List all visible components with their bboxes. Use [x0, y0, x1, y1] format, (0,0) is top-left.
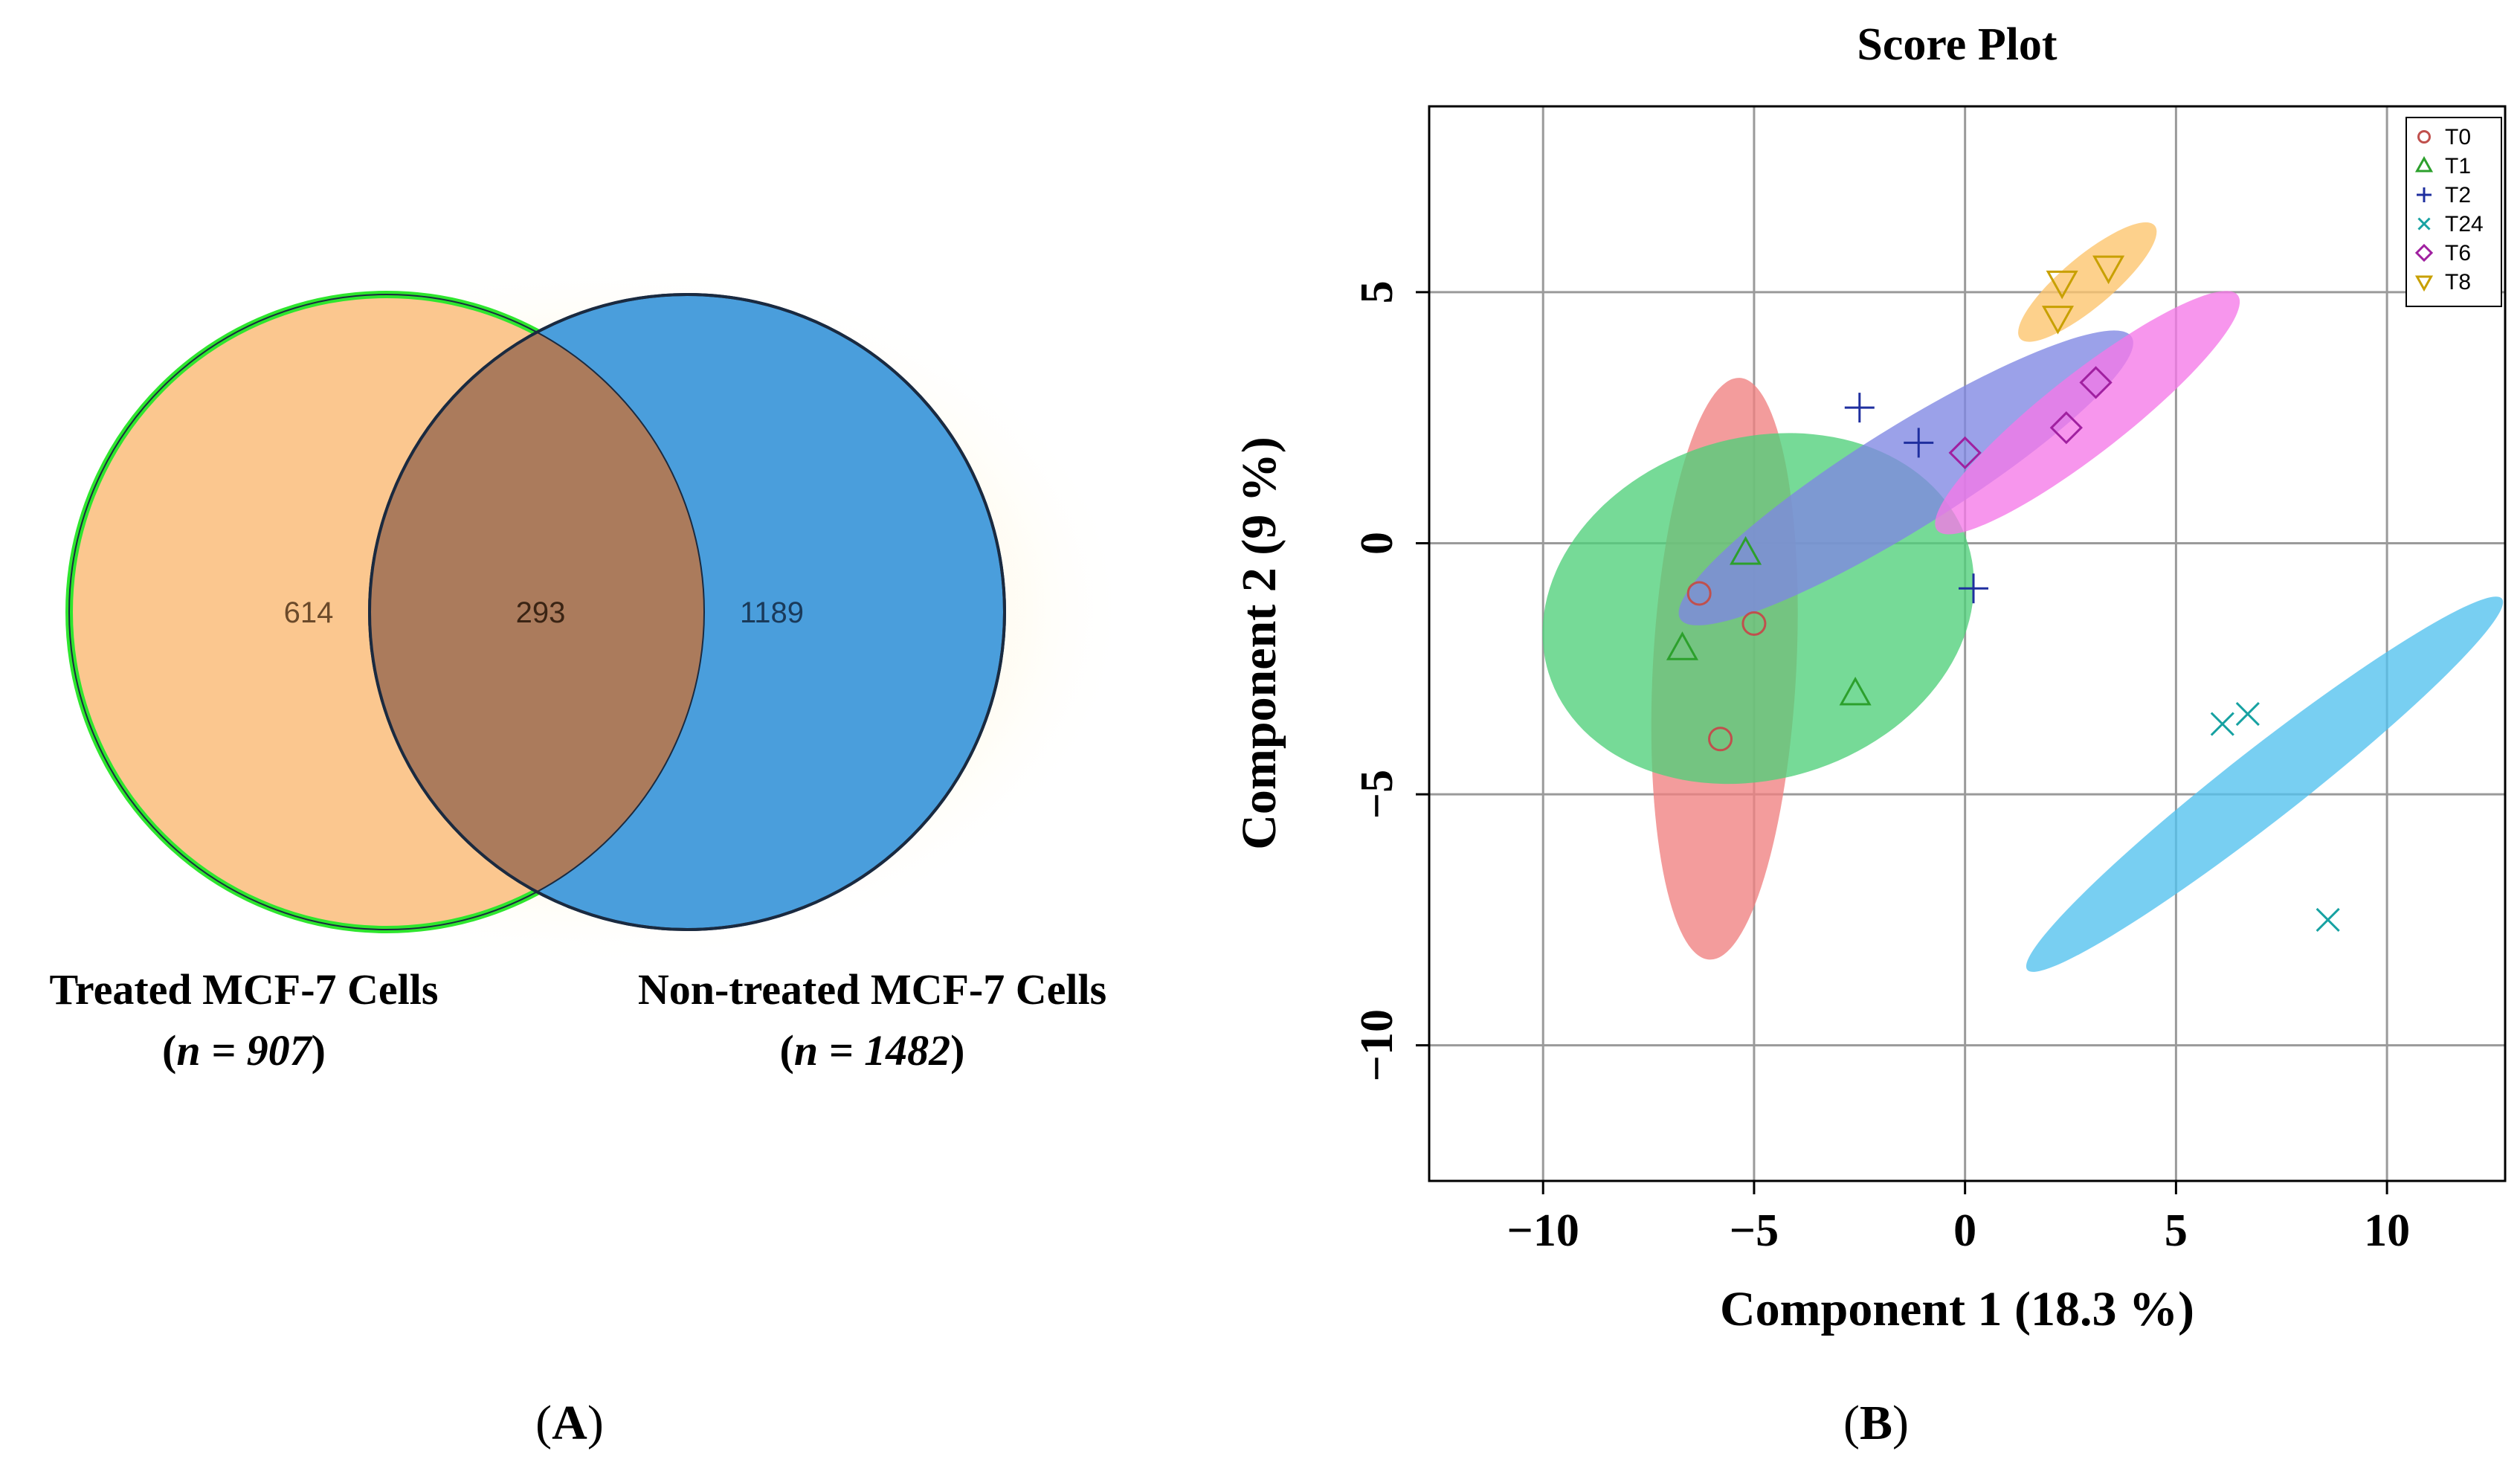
point-t0-1 [1741, 611, 1767, 636]
point-t6-1 [2049, 411, 2083, 445]
point-t1-1 [1730, 535, 1762, 565]
ellipse-t2 [1678, 330, 2133, 625]
y-tick-label: 5 [1352, 280, 1402, 303]
venn-set-nontreated-count: (n = 1482) [780, 1026, 965, 1075]
y-axis-label: Component 2 (9 %) [1232, 437, 1286, 850]
y-tick-label: −10 [1352, 1009, 1402, 1081]
point-t1-2 [1839, 676, 1872, 706]
data-points [1666, 255, 2340, 932]
venn-region-left-count: 614 [284, 596, 334, 629]
legend-marker-t0 [2417, 130, 2431, 144]
venn-outline-left-inner [68, 294, 705, 930]
point-t24-0 [2210, 712, 2234, 736]
point-t8-0 [2046, 270, 2078, 300]
axis-ticks: −10 −5 0 5 10 −10 −5 0 5 [1352, 280, 2410, 1256]
x-tick-label: −10 [1507, 1205, 1579, 1256]
legend-label-t2: T2 [2445, 183, 2471, 207]
venn-outline-right [368, 293, 1006, 931]
point-t2-0 [1844, 393, 1875, 423]
venn-region-right-count: 1189 [740, 596, 804, 629]
venn-set-nontreated-label: Non-treated MCF-7 Cells [638, 965, 1106, 1014]
ellipse-t24 [2026, 596, 2504, 972]
venn-region-overlap-count: 293 [516, 596, 566, 629]
point-t1-0 [1666, 631, 1699, 660]
legend-marker-t6 [2414, 243, 2434, 263]
venn-diagram: 614 293 1189 Treated MCF-7 Cells (n = 90… [50, 255, 1130, 1450]
venn-set-treated-n-value: 907 [247, 1026, 313, 1075]
y-tick-label: 0 [1352, 532, 1402, 555]
legend-label-t24: T24 [2445, 212, 2484, 236]
legend-marker-t2 [2417, 187, 2432, 202]
panel-label-b: (B) [1843, 1396, 1909, 1450]
point-t6-0 [1948, 436, 1982, 470]
x-tick-label: −5 [1730, 1205, 1779, 1256]
y-tick-label: −5 [1352, 770, 1402, 819]
legend-marker-t8 [2414, 275, 2434, 292]
x-tick-label: 5 [2165, 1205, 2188, 1256]
panel-label-a: (A) [535, 1396, 604, 1450]
point-t2-2 [1959, 573, 1989, 604]
legend-label-t8: T8 [2445, 270, 2471, 294]
legend-marker-t1 [2414, 155, 2434, 173]
score-plot: Score Plot −10 −5 0 5 10 −10 −5 0 5 Component 1 … [1232, 19, 2507, 1450]
ellipse-t8 [2018, 222, 2157, 342]
ellipse-t6 [1935, 291, 2240, 535]
chart-title: Score Plot [1857, 19, 2057, 70]
legend-label-t1: T1 [2445, 154, 2471, 178]
legend-label-t6: T6 [2445, 241, 2471, 265]
plot-frame [1428, 105, 2507, 1182]
point-t0-2 [1708, 727, 1733, 752]
point-t0-0 [1686, 581, 1712, 606]
point-t8-2 [2041, 306, 2075, 335]
venn-set-treated-count: (n = 907) [162, 1026, 326, 1075]
venn-overlap-region [370, 294, 704, 930]
venn-set-nontreated-n-value: 1482 [864, 1026, 950, 1075]
x-axis-label: Component 1 (18.3 %) [1720, 1282, 2194, 1336]
venn-set-treated-n-prefix: n [176, 1026, 200, 1075]
venn-set-treated-label: Treated MCF-7 Cells [50, 965, 439, 1014]
point-t8-1 [2092, 255, 2125, 285]
point-t6-2 [2079, 366, 2113, 399]
legend-label-t0: T0 [2445, 125, 2471, 149]
legend: T0 T1 T2 T24 T6 T8 [2405, 117, 2502, 307]
venn-set-nontreated-n-prefix: n [794, 1026, 818, 1075]
plot-area [1428, 105, 2507, 1182]
legend-box [2405, 117, 2502, 307]
point-t2-1 [1904, 428, 1934, 458]
point-t24-1 [2235, 701, 2260, 727]
x-tick-label: 0 [1953, 1205, 1976, 1256]
x-tick-label: 10 [2364, 1205, 2410, 1256]
point-t24-2 [2316, 907, 2340, 932]
legend-marker-t24 [2417, 217, 2431, 231]
